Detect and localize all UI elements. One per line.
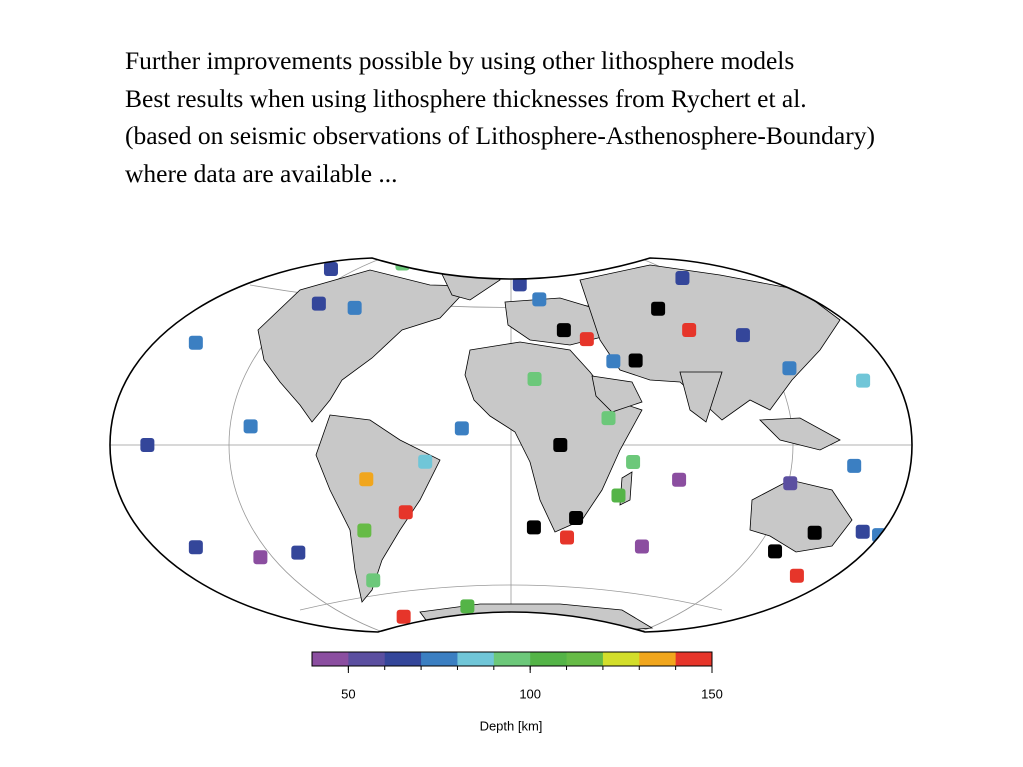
depth-patch — [628, 353, 643, 368]
depth-patch — [651, 301, 666, 316]
depth-patch — [855, 524, 870, 539]
depth-patch — [606, 354, 621, 369]
data-points — [140, 231, 887, 648]
depth-patch — [253, 550, 268, 565]
depth-patch — [611, 488, 626, 503]
text-line: Best results when using lithosphere thic… — [125, 83, 807, 113]
depth-patch — [675, 271, 690, 286]
depth-patch — [626, 454, 641, 469]
depth-patch — [782, 361, 797, 376]
colorbar-frame — [311, 651, 713, 667]
depth-patch — [601, 411, 616, 426]
depth-patch — [768, 544, 783, 559]
depth-patch — [556, 323, 571, 338]
depth-patch — [347, 300, 362, 315]
colorbar-segment — [348, 652, 386, 666]
depth-patch — [847, 458, 862, 473]
text-line: Further improvements possible by using o… — [125, 46, 795, 75]
colorbar-segment — [312, 652, 349, 666]
depth-patch — [532, 292, 547, 307]
depth-patch — [682, 322, 697, 337]
depth-patch — [418, 454, 433, 469]
depth-patch — [755, 612, 770, 627]
depth-patch — [512, 277, 527, 292]
colorbar-tick-label: 150 — [701, 686, 723, 701]
depth-patch — [783, 476, 798, 491]
depth-patch — [370, 242, 384, 256]
depth-patch — [188, 540, 203, 555]
colorbar-tick-label: 100 — [519, 686, 541, 701]
depth-patch — [560, 530, 575, 545]
colorbar-segment — [421, 652, 458, 666]
depth-patch — [511, 634, 525, 648]
depth-patch — [735, 328, 750, 343]
text-block: Further improvements possible by using o… — [125, 42, 875, 192]
depth-patch — [443, 231, 457, 245]
depth-patch — [243, 419, 258, 434]
depth-patch — [311, 296, 326, 311]
colorbar-segment — [384, 652, 422, 666]
map-frame — [109, 257, 913, 633]
depth-patch — [634, 539, 649, 554]
depth-patch — [366, 573, 381, 588]
depth-patch — [672, 472, 687, 487]
colorbar: 50 100 150 — [311, 651, 723, 701]
depth-patch — [526, 520, 541, 535]
depth-patch — [140, 438, 155, 452]
depth-patch — [553, 438, 568, 452]
depth-patch — [579, 332, 594, 347]
depth-patch — [569, 511, 584, 526]
depth-patch — [789, 568, 804, 583]
colorbar-segment — [530, 652, 568, 666]
depth-patch — [396, 609, 411, 624]
colorbar-segment — [457, 652, 495, 666]
depth-patch — [188, 335, 203, 350]
colorbar-tick-label: 50 — [341, 686, 355, 701]
colorbar-segment — [675, 652, 713, 666]
colorbar-segment — [566, 652, 604, 666]
colorbar-segment — [639, 652, 677, 666]
colorbar-segment — [602, 652, 640, 666]
colorbar-label: Depth [km] — [480, 718, 543, 733]
depth-patch — [398, 505, 413, 520]
depth-patch — [807, 525, 822, 540]
depth-patch — [359, 472, 374, 487]
depth-patch — [460, 599, 475, 614]
depth-patch — [856, 373, 871, 388]
depth-patch — [323, 262, 338, 277]
depth-patch — [357, 523, 372, 538]
depth-patch — [454, 421, 469, 436]
depth-patch — [527, 371, 542, 386]
text-line: where data are available ... — [125, 158, 398, 188]
colorbar-segment — [493, 652, 531, 666]
depth-patch — [291, 545, 306, 560]
text-line: (based on seismic observations of Lithos… — [125, 121, 875, 150]
depth-patch — [395, 258, 410, 271]
